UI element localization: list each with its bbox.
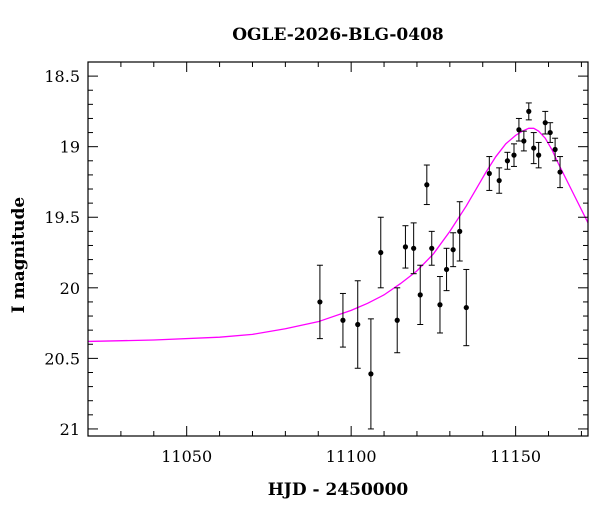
y-axis-label: I magnitude [9, 197, 29, 314]
point-marker [355, 321, 361, 328]
data-point [535, 141, 542, 169]
model-curve-layer [88, 127, 588, 343]
y-tick-label: 18.5 [44, 67, 80, 86]
point-marker [402, 244, 409, 250]
data-point [557, 156, 564, 189]
y-tick-label: 20.5 [44, 349, 80, 368]
point-marker [463, 304, 469, 311]
point-marker [547, 129, 553, 136]
data-point [510, 143, 517, 167]
y-tick-label: 20 [60, 279, 80, 298]
point-marker [516, 127, 522, 133]
point-marker [429, 245, 435, 251]
x-tick-label: 11100 [326, 447, 377, 466]
x-axis-label: HJD - 2450000 [268, 480, 409, 500]
point-marker [424, 182, 430, 188]
point-marker [504, 158, 511, 164]
data-point [504, 151, 511, 170]
point-marker [457, 228, 463, 234]
point-marker [378, 249, 384, 256]
y-tick-label: 21 [60, 420, 80, 439]
axes: 11050 11100 11150 18.5 19 19.5 20 20.5 21 [44, 61, 589, 466]
point-marker [443, 266, 450, 273]
point-marker [317, 299, 323, 305]
data-point [486, 156, 493, 191]
data-point [443, 247, 450, 292]
y-tick-label: 19 [60, 138, 80, 157]
data-point [339, 292, 346, 348]
x-tick-label: 11150 [490, 447, 541, 466]
point-marker [526, 108, 532, 114]
point-marker [536, 152, 542, 158]
data-point [547, 122, 554, 143]
data-point [377, 216, 384, 289]
data-point [450, 232, 457, 268]
data-point [436, 276, 443, 334]
data-point [515, 117, 522, 142]
point-marker [521, 138, 527, 144]
point-marker [557, 169, 563, 175]
point-marker [552, 146, 558, 153]
data-point [520, 130, 527, 152]
y-tick-label: 19.5 [44, 208, 80, 227]
data-point [463, 268, 470, 347]
point-marker [496, 177, 502, 184]
data-point [423, 164, 430, 206]
data-points-layer [316, 102, 564, 430]
data-point [354, 280, 361, 369]
point-marker [486, 170, 492, 177]
data-point [525, 102, 532, 121]
data-point [367, 318, 374, 430]
point-marker [411, 245, 417, 251]
data-point [410, 222, 417, 275]
point-marker [531, 145, 537, 151]
point-marker [340, 317, 346, 323]
model-curve [88, 127, 588, 343]
point-marker [511, 152, 517, 158]
x-tick-label: 11050 [161, 447, 212, 466]
data-point [530, 132, 537, 165]
point-marker [437, 302, 443, 308]
point-marker [417, 292, 423, 298]
data-point [428, 230, 435, 266]
data-point [496, 167, 503, 194]
point-marker [394, 317, 400, 323]
point-marker [368, 371, 374, 377]
plot-frame [87, 61, 589, 437]
point-marker [450, 247, 456, 253]
data-point [552, 137, 559, 162]
data-point [417, 264, 424, 326]
point-marker [542, 120, 548, 126]
data-point [456, 201, 463, 262]
data-point [394, 287, 401, 354]
chart-title: OGLE-2026-BLG-0408 [232, 25, 444, 45]
data-point [542, 110, 549, 135]
data-point [316, 264, 323, 340]
data-point [402, 225, 409, 269]
